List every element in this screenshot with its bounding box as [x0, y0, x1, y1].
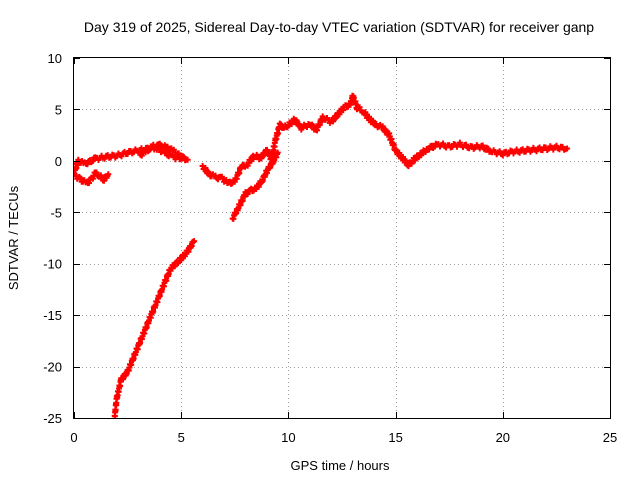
- x-tick-label: 20: [496, 430, 510, 445]
- series-2-markers: [74, 169, 112, 187]
- plot-area: [74, 92, 571, 418]
- x-axis-label: GPS time / hours: [291, 458, 390, 473]
- y-tick-label: -5: [50, 205, 62, 220]
- y-tick-label: -20: [43, 360, 62, 375]
- series-4: [111, 238, 198, 418]
- y-tick-label: -25: [43, 411, 62, 426]
- x-tick-label: 15: [388, 430, 402, 445]
- chart-title: Day 319 of 2025, Sidereal Day-to-day VTE…: [84, 19, 594, 35]
- y-tick-label: 10: [48, 51, 62, 66]
- y-tick-label: -10: [43, 257, 62, 272]
- y-axis-label: SDTVAR / TECUs: [6, 185, 21, 290]
- series-2: [74, 169, 112, 187]
- y-tick-label: 0: [55, 154, 62, 169]
- series-4-markers: [111, 238, 198, 418]
- series-6: [229, 149, 281, 222]
- x-tick-label: 5: [178, 430, 185, 445]
- series-5-markers: [199, 92, 571, 187]
- y-tick-label: 5: [55, 102, 62, 117]
- series-5: [199, 92, 571, 187]
- x-tick-label: 0: [70, 430, 77, 445]
- series-3: [137, 140, 191, 164]
- series-6-markers: [229, 149, 281, 222]
- data-points: [74, 92, 571, 418]
- x-tick-label: 10: [281, 430, 295, 445]
- series-3-markers: [137, 140, 191, 164]
- axis-ticks: 0 5 10 15 20 25 10 5 0 -5 -10 -15 -20 -25: [43, 51, 617, 445]
- plot-frame: [73, 57, 611, 419]
- y-tick-label: -15: [43, 308, 62, 323]
- x-tick-label: 25: [603, 430, 617, 445]
